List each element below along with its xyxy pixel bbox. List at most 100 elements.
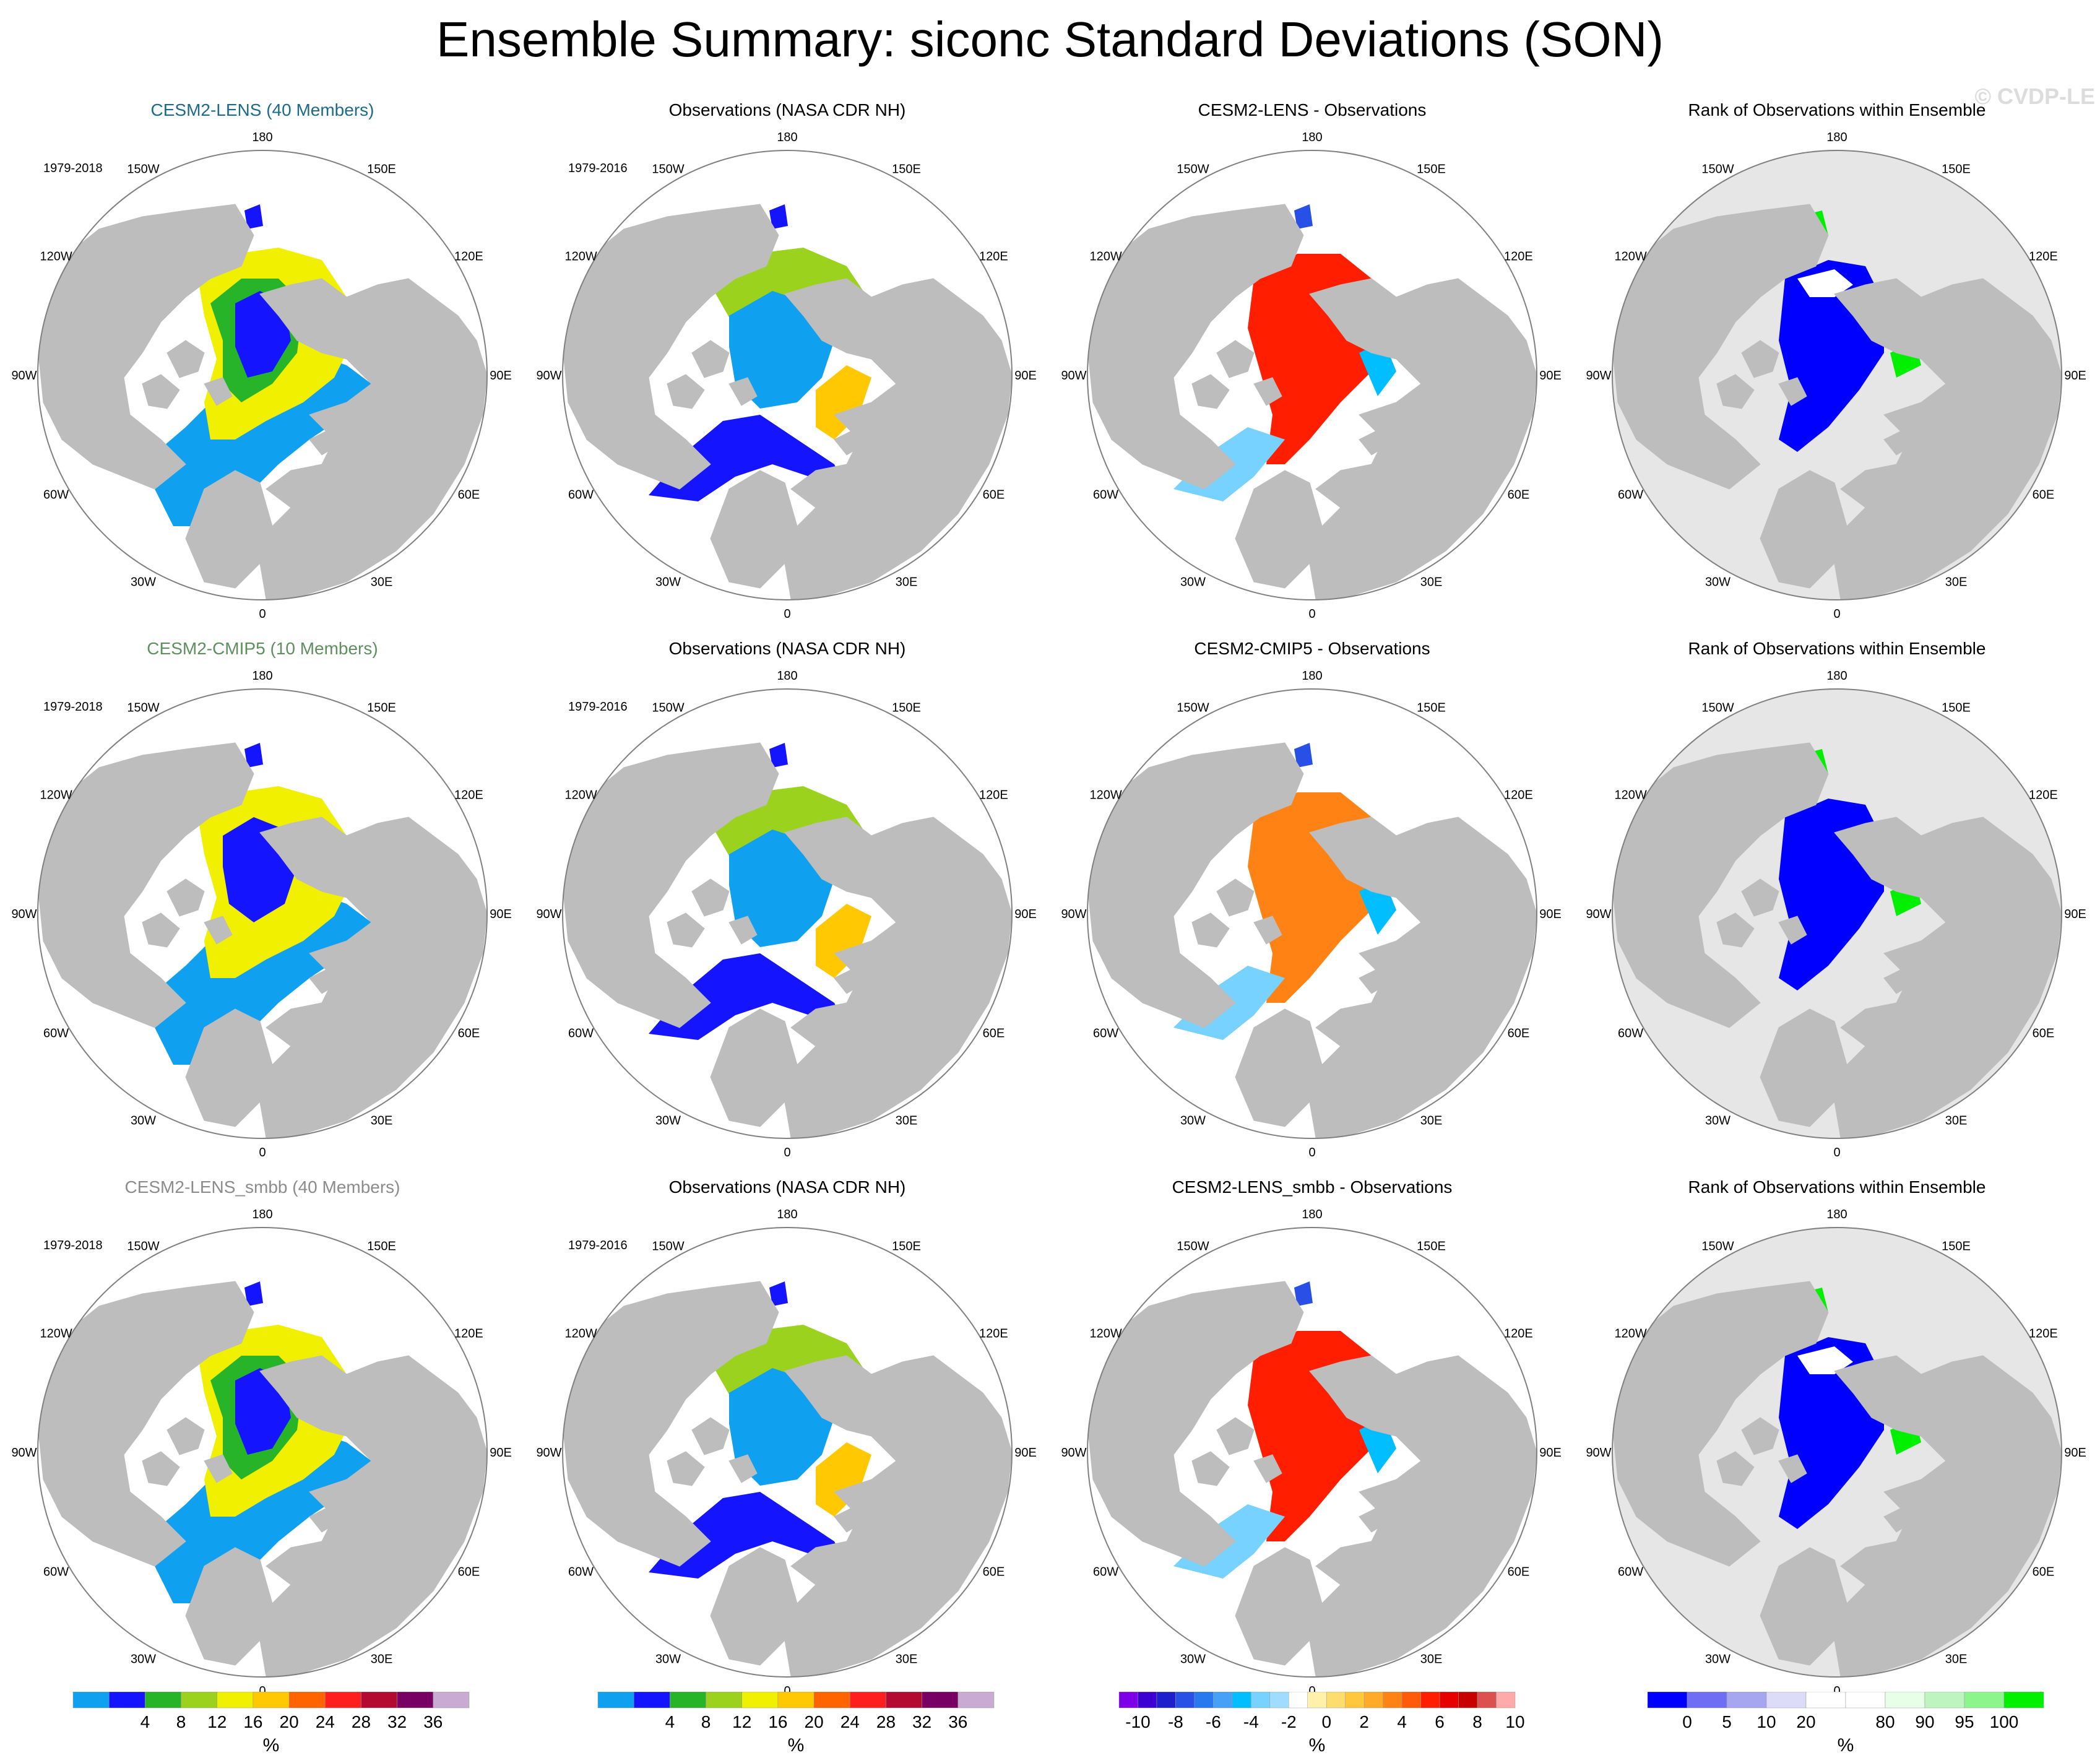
- land-mass: [784, 817, 1012, 1138]
- colorbar-swatch: [1194, 1692, 1214, 1709]
- sea-ice-patch: [649, 953, 847, 1040]
- panel-title: Observations (NASA CDR NH): [668, 1177, 906, 1197]
- longitude-label: 90W: [536, 1446, 561, 1460]
- polar-map: 180 150E 120E 90E 60E 30E 0 30W 60W 90W 120W 150W: [1061, 669, 1562, 1159]
- colorbar-tick-label: -4: [1243, 1712, 1259, 1731]
- colorbar-tick-label: 100: [1990, 1712, 2019, 1731]
- longitude-label: 60W: [1618, 1027, 1643, 1041]
- land-mass: [38, 204, 254, 490]
- land-mass: [691, 878, 730, 917]
- longitude-label: 60E: [983, 1027, 1005, 1041]
- land-mass: [834, 430, 863, 456]
- longitude-label: 30E: [1420, 1652, 1443, 1666]
- colorbar-swatch: [1766, 1692, 1807, 1709]
- colorbar-swatch: [1289, 1692, 1308, 1709]
- longitude-label: 120E: [979, 1327, 1008, 1341]
- colorbar-tick-label: 95: [1955, 1712, 1974, 1731]
- longitude-label: 180: [1826, 669, 1847, 683]
- land-mass: [1945, 405, 1971, 434]
- sea-ice-patch: [769, 743, 788, 768]
- land-mass: [1834, 278, 2062, 600]
- sea-ice-patch: [649, 1492, 847, 1579]
- land-mass: [896, 1482, 922, 1511]
- land-mass: [1716, 912, 1755, 948]
- longitude-label: 60E: [458, 1566, 480, 1579]
- colorbar-tick-label: 32: [387, 1712, 407, 1731]
- sea-ice-patch: [649, 415, 847, 501]
- longitude-label: 90W: [11, 369, 37, 383]
- colorbar-swatch: [108, 1692, 145, 1709]
- sea-ice-patch: [816, 904, 871, 978]
- longitude-label: 150W: [652, 1240, 684, 1254]
- map-boundary: [1087, 1227, 1537, 1678]
- map-boundary: [562, 1227, 1013, 1678]
- land-mass: [1883, 1507, 1912, 1533]
- colorbar-tick-label: 90: [1915, 1712, 1934, 1731]
- colorbar-tick-label: 28: [352, 1712, 371, 1731]
- land-mass: [142, 374, 180, 409]
- longitude-label: 90E: [1539, 907, 1562, 921]
- sea-ice-patch: [1797, 1346, 1853, 1374]
- colorbar-swatch: [1383, 1692, 1402, 1709]
- colorbar-unit: %: [263, 1735, 280, 1756]
- colorbar-swatch: [1805, 1692, 1846, 1709]
- longitude-label: 60E: [983, 488, 1005, 502]
- colorbar-swatch: [1687, 1692, 1727, 1709]
- map-panel: Observations (NASA CDR NH) 180 150E 120E 90E…: [525, 93, 1050, 631]
- land-mass: [1778, 377, 1807, 406]
- longitude-label: 30W: [131, 1114, 156, 1127]
- longitude-label: 120W: [1089, 250, 1121, 264]
- longitude-label: 30E: [896, 1114, 918, 1127]
- longitude-label: 60W: [568, 488, 594, 502]
- colorbar-tick-label: 4: [665, 1712, 675, 1731]
- colorbar-rank: 0 5 10 20 80 90 95 100%: [1647, 1692, 2044, 1756]
- period-label: 1979-2016: [568, 162, 628, 175]
- longitude-label: 30W: [1705, 1652, 1731, 1666]
- land-mass: [1716, 374, 1755, 409]
- map-panel: CESM2-LENS_smbb - Observations 180 150E 120…: [1050, 1170, 1575, 1709]
- longitude-label: 150E: [1942, 701, 1971, 715]
- longitude-label: 120E: [979, 250, 1008, 264]
- period-label: 1979-2018: [43, 162, 103, 175]
- longitude-label: 150E: [367, 1240, 396, 1254]
- colorbar-tick-label: 0: [1321, 1712, 1331, 1731]
- land-mass: [185, 1008, 273, 1127]
- colorbar-swatch: [1401, 1692, 1421, 1709]
- longitude-label: 120W: [40, 250, 72, 264]
- longitude-label: 120W: [1614, 250, 1646, 264]
- colorbar-swatch: [1269, 1692, 1289, 1709]
- colorbar-swatch: [670, 1692, 706, 1709]
- colorbar-swatch: [288, 1692, 326, 1709]
- longitude-label: 150W: [127, 701, 159, 715]
- longitude-label: 30W: [1180, 1114, 1206, 1127]
- colorbar-unit: %: [1309, 1735, 1326, 1756]
- colorbar-tick-label: -10: [1125, 1712, 1150, 1731]
- colorbar-swatch: [361, 1692, 397, 1709]
- colorbar-tick-label: 20: [1796, 1712, 1815, 1731]
- colorbar-swatch: [633, 1692, 670, 1709]
- colorbar-tick-label: 20: [280, 1712, 299, 1731]
- panel-title: CESM2-LENS (40 Members): [150, 100, 374, 119]
- colorbar-swatch: [181, 1692, 217, 1709]
- colorbar-tick-label: 2: [1359, 1712, 1369, 1731]
- longitude-label: 180: [1826, 131, 1847, 144]
- colorbar-swatch: [1924, 1692, 1965, 1709]
- land-mass: [1191, 374, 1230, 409]
- panel-title: Rank of Observations within Ensemble: [1688, 1177, 1986, 1197]
- longitude-label: 120W: [40, 789, 72, 802]
- longitude-label: 150E: [367, 163, 396, 176]
- longitude-label: 60E: [1508, 488, 1530, 502]
- colorbar-tick-label: 36: [423, 1712, 443, 1731]
- land-mass: [142, 912, 180, 948]
- land-mass: [1216, 340, 1255, 378]
- land-mass: [1883, 430, 1912, 456]
- longitude-label: 60W: [43, 488, 69, 502]
- land-mass: [667, 912, 705, 948]
- colorbar-swatch: [777, 1692, 815, 1709]
- panel-title: Rank of Observations within Ensemble: [1688, 639, 1986, 658]
- land-mass: [166, 1417, 205, 1455]
- longitude-label: 90W: [1586, 1446, 1611, 1460]
- polar-map: 180 150E 120E 90E 60E 30E 0 30W 60W 90W 120W 150W 19…: [536, 131, 1036, 621]
- longitude-label: 60E: [1508, 1027, 1530, 1041]
- colorbar-swatch: [1496, 1692, 1516, 1709]
